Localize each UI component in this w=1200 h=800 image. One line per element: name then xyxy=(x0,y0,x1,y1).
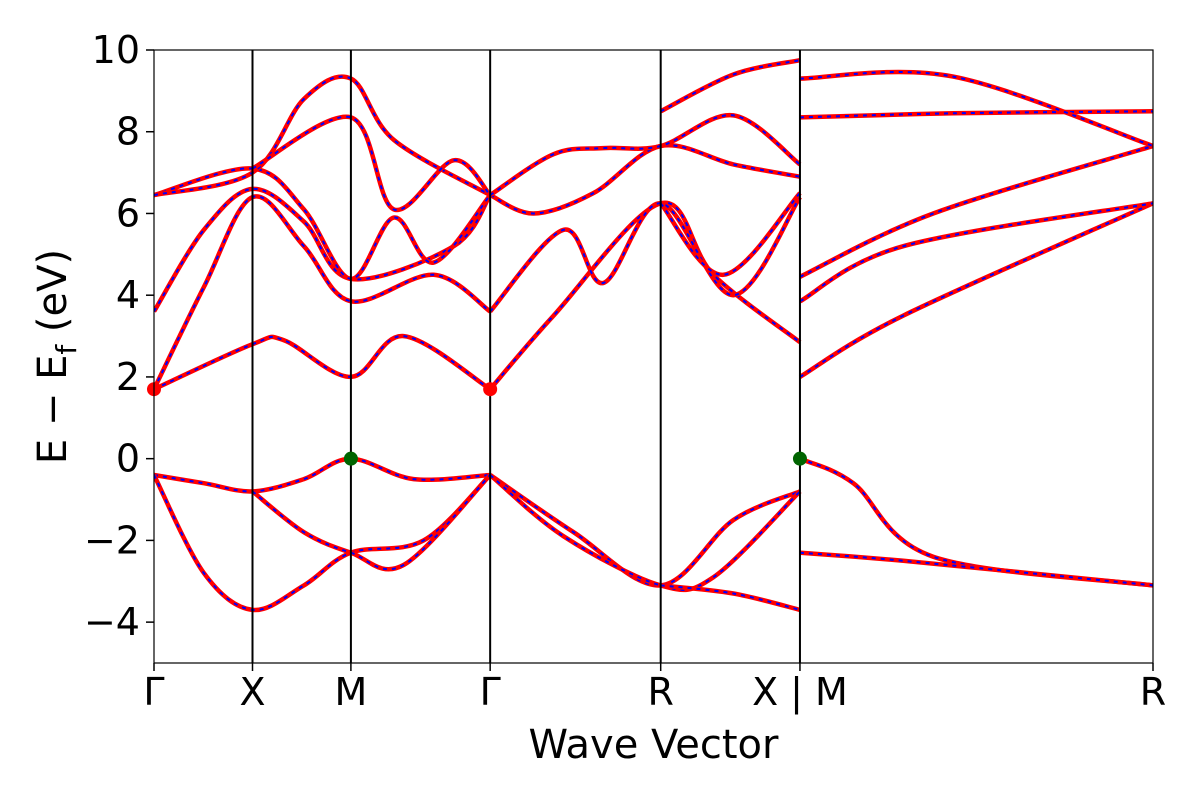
x-tick-label: Γ xyxy=(480,670,501,714)
y-axis-label: E − Ef (eV) xyxy=(30,249,83,464)
band-line xyxy=(488,200,802,391)
band-line-overlay xyxy=(799,110,1153,119)
band-line xyxy=(154,186,493,313)
band-line-overlay xyxy=(489,114,801,196)
x-tick-label: Γ xyxy=(143,670,164,714)
x-tick-label: R xyxy=(1140,670,1166,714)
x-axis-label: Wave Vector xyxy=(529,722,780,768)
y-tick-label: 8 xyxy=(116,110,140,154)
band-line xyxy=(659,57,801,114)
kpoint-separators xyxy=(251,50,801,663)
band-line xyxy=(799,550,1153,588)
band-line-overlay xyxy=(154,474,491,611)
vbm-marker xyxy=(343,451,358,466)
band-line-overlay xyxy=(154,457,491,493)
band-line xyxy=(660,583,801,613)
band-line-overlay xyxy=(489,144,801,215)
band-line-overlay xyxy=(660,584,801,611)
band-line xyxy=(488,473,802,593)
band-line-overlay xyxy=(252,115,491,211)
band-line-overlay xyxy=(489,474,801,591)
band-line-overlay xyxy=(659,192,801,276)
band-line-overlay xyxy=(154,75,491,197)
band-line-overlay xyxy=(660,59,801,113)
band-line xyxy=(489,142,801,216)
y-tick-label: 0 xyxy=(116,437,140,481)
band-line-overlay xyxy=(799,202,1153,303)
band-line-overlay xyxy=(154,167,491,280)
band-line xyxy=(251,114,492,213)
vbm-marker xyxy=(792,451,807,466)
band-line-overlay xyxy=(489,201,801,390)
y-axis-label-unit: (eV) xyxy=(30,249,76,345)
band-line xyxy=(798,201,1153,304)
y-tick-label: 4 xyxy=(116,273,140,317)
plot-frame xyxy=(153,49,1154,664)
band-line-overlay xyxy=(799,202,1153,378)
y-tick-label: 2 xyxy=(116,355,140,399)
markers xyxy=(147,382,807,466)
band-line xyxy=(154,456,491,494)
band-line xyxy=(154,333,492,392)
x-tick-label: R xyxy=(647,670,673,714)
band-line-overlay xyxy=(154,195,491,390)
band-lines xyxy=(154,57,1153,613)
band-line xyxy=(799,69,1153,149)
y-tick-label: −2 xyxy=(84,518,140,562)
band-line-overlay xyxy=(799,70,1153,147)
y-tick-label: −4 xyxy=(84,600,140,644)
y-axis-label-subscript: f xyxy=(50,344,83,355)
band-line-overlay xyxy=(489,474,801,587)
y-tick-label: 6 xyxy=(116,191,140,235)
x-axis: Γ X M Γ R X | M R xyxy=(143,663,1166,715)
x-tick-label: M xyxy=(335,670,368,714)
band-line-overlay xyxy=(799,145,1153,278)
cbm-marker xyxy=(483,382,498,397)
band-line-overlay xyxy=(154,335,491,391)
x-tick-label: X | M xyxy=(752,670,848,715)
band-line xyxy=(154,194,492,391)
y-axis: −4 −2 0 2 4 6 8 10 xyxy=(84,28,154,644)
band-line xyxy=(154,166,492,282)
band-line-overlay xyxy=(489,196,801,313)
band-line xyxy=(488,473,801,588)
band-line-overlay xyxy=(251,474,491,571)
x-tick-label: X xyxy=(239,670,265,714)
y-tick-label: 10 xyxy=(92,28,140,72)
y-axis-label-main: E − E xyxy=(30,355,76,465)
